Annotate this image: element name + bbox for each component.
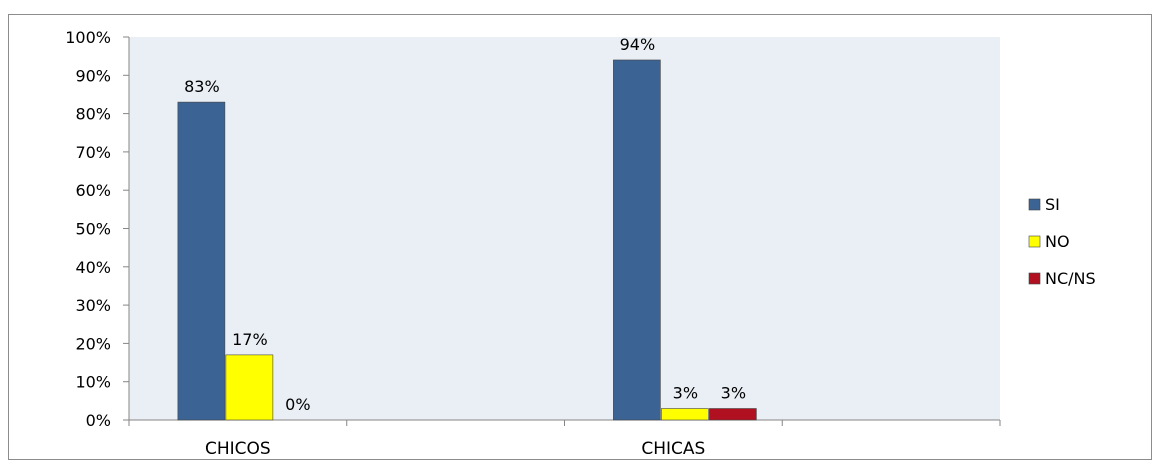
y-tick-label: 20% (75, 334, 111, 353)
y-tick-label: 70% (75, 143, 111, 162)
data-label: 17% (232, 330, 268, 349)
data-label: 94% (620, 35, 656, 54)
legend-label: NO (1045, 232, 1070, 251)
bar (661, 408, 709, 421)
legend-label: SI (1045, 195, 1060, 214)
bar (709, 408, 757, 421)
y-tick-label: 50% (75, 220, 111, 239)
bar (225, 354, 274, 421)
legend-swatch (1028, 198, 1041, 211)
y-tick-label: 60% (75, 181, 111, 200)
legend-swatch (1028, 235, 1041, 248)
x-axis: CHICOS CHICAS (128, 419, 1001, 459)
y-tick-label: 90% (75, 66, 111, 85)
category-label: CHICAS (641, 439, 705, 459)
data-label: 0% (285, 395, 310, 414)
legend-label: NC/NS (1045, 269, 1096, 288)
data-label: 3% (721, 384, 746, 403)
y-tick-label: 0% (86, 411, 111, 430)
bars: 83% 17% 0% 94% 3% 3% (177, 35, 757, 421)
legend-swatch (1028, 272, 1041, 285)
plot-area (129, 37, 1000, 420)
legend: SI NO NC/NS (1028, 195, 1096, 288)
bar (613, 59, 661, 421)
y-tick-label: 80% (75, 105, 111, 124)
bar (177, 101, 226, 421)
y-tick-label: 40% (75, 258, 111, 277)
data-label: 3% (673, 384, 698, 403)
y-tick-label: 30% (75, 296, 111, 315)
y-tick-label: 10% (75, 373, 111, 392)
category-label: CHICOS (205, 439, 271, 459)
y-tick-label: 100% (65, 28, 111, 47)
y-axis: 0% 10% 20% 30% 40% 50% 60% 70% 80% 90% 100% (65, 28, 130, 430)
data-label: 83% (184, 77, 220, 96)
